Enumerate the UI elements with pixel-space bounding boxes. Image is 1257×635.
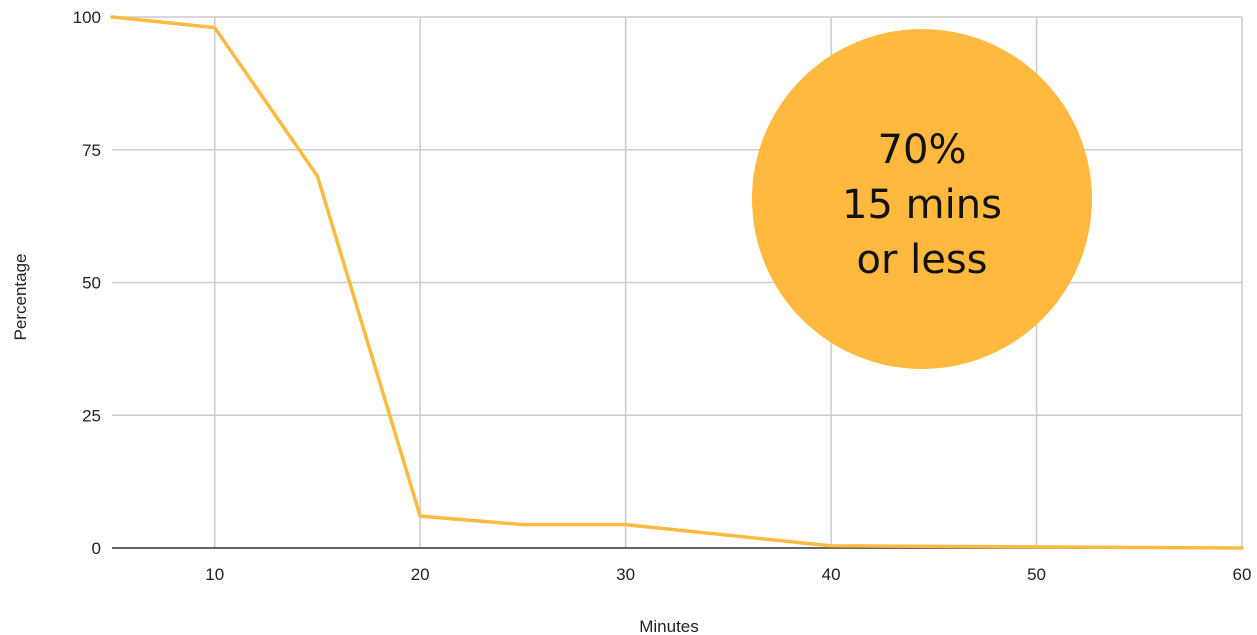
x-tick-label: 40 xyxy=(822,565,841,584)
callout-line-minutes: 15 mins xyxy=(842,182,1002,228)
x-axis-title: Minutes xyxy=(639,617,699,635)
callout-circle xyxy=(752,29,1092,369)
x-tick-label: 60 xyxy=(1233,565,1252,584)
callout-line-qualifier: or less xyxy=(856,237,987,283)
x-tick-label: 20 xyxy=(411,565,430,584)
tick-labels: 0 25 50 75 100 10 20 30 40 50 60 xyxy=(73,8,1252,584)
x-tick-label: 10 xyxy=(205,565,224,584)
y-tick-label: 50 xyxy=(82,274,101,293)
series-line xyxy=(110,15,1244,550)
x-tick-label: 30 xyxy=(616,565,635,584)
y-tick-label: 25 xyxy=(82,406,101,425)
y-tick-label: 0 xyxy=(92,539,101,558)
y-axis-title: Percentage xyxy=(11,254,30,341)
x-tick-label: 50 xyxy=(1027,565,1046,584)
y-tick-label: 75 xyxy=(82,141,101,160)
y-tick-label: 100 xyxy=(73,8,101,27)
series-layer xyxy=(110,15,1244,550)
gridlines xyxy=(112,16,1243,548)
callout-line-percent: 70% xyxy=(878,127,967,173)
callout-badge: 70% 15 mins or less xyxy=(752,29,1092,369)
